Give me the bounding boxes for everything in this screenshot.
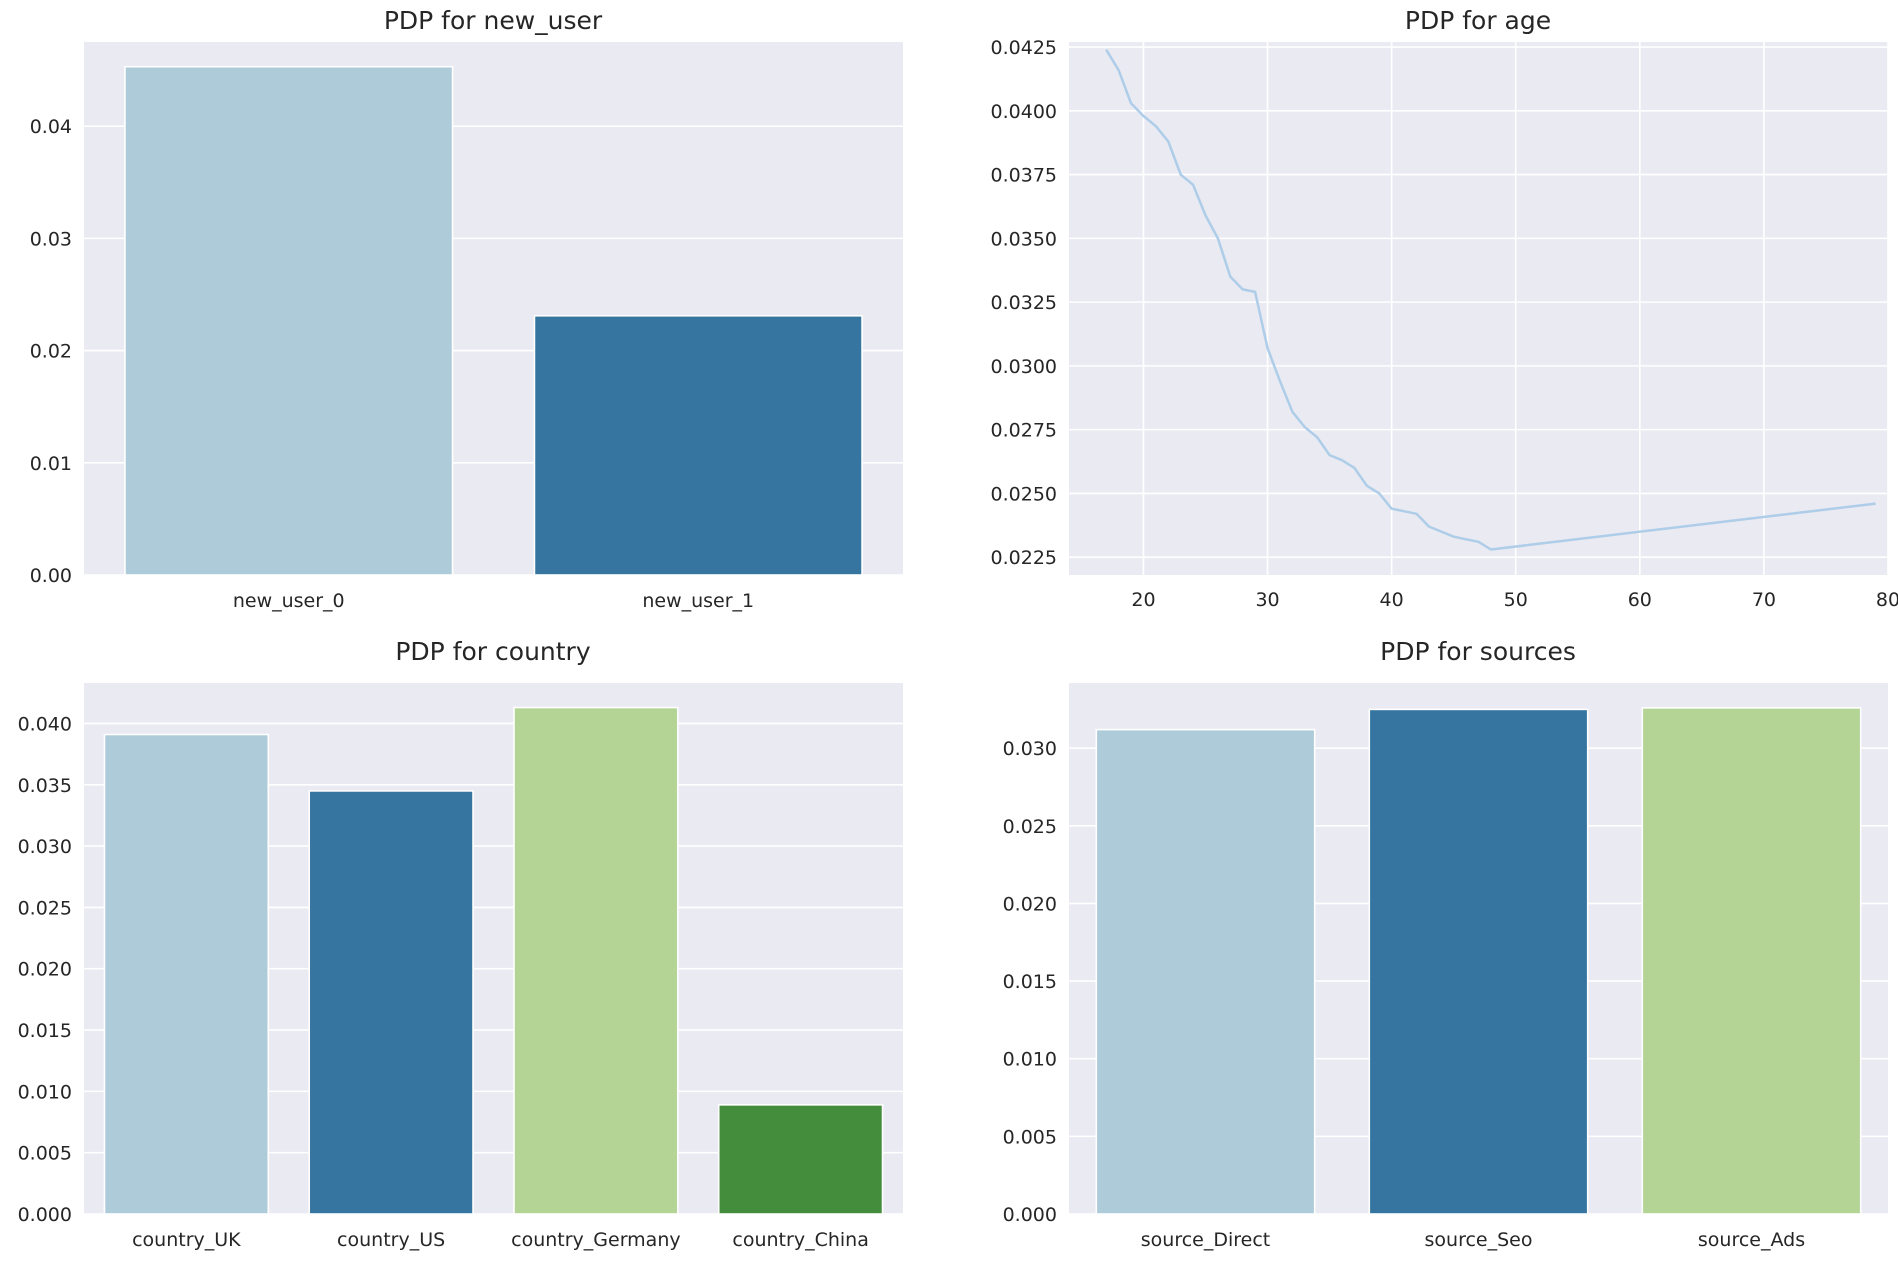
bar [1641,707,1862,1215]
y-tick-label: 0.0325 [991,292,1057,314]
y-tick-label: 0.04 [30,116,72,138]
y-tick-label: 0.0250 [991,483,1057,505]
x-tick-label: 50 [1504,589,1528,611]
x-tick-label: 20 [1131,589,1155,611]
x-tick-label: source_Seo [1425,1229,1533,1251]
x-tick-label: source_Ads [1698,1229,1805,1251]
y-tick-label: 0.040 [18,713,72,735]
x-tick-label: 30 [1255,589,1279,611]
x-tick-label: 60 [1628,589,1652,611]
y-tick-label: 0.030 [18,836,72,858]
y-tick-label: 0.025 [18,897,72,919]
chart-panel-country: PDP for country 0.000 0.005 0.010 0.015 0.02… [0,631,949,1262]
chart-title: PDP for new_user [384,6,603,35]
y-tick-label: 0.025 [1003,816,1057,838]
y-tick-label: 0.005 [18,1143,72,1165]
y-tick-label: 0.0400 [991,101,1057,123]
y-tick-label: 0.005 [1003,1126,1057,1148]
chart-panel-sources: PDP for sources 0.000 0.005 0.010 0.015 0.02… [949,631,1898,1262]
bar [513,706,679,1215]
plot-area [1069,42,1888,575]
y-tick-label: 0.010 [1003,1049,1057,1071]
chart-panel-age: PDP for age 0.0225 0.0250 0.0275 0.0300 0.03… [949,0,1898,631]
y-tick-label: 0.0350 [991,228,1057,250]
y-tick-label: 0.0300 [991,356,1057,378]
x-tick-label: country_US [337,1229,445,1251]
chart-new-user: PDP for new_user 0.00 0.01 0.02 0.03 0.04 new… [30,6,903,612]
bar [124,65,454,576]
y-tick-label: 0.015 [1003,971,1057,993]
y-tick-label: 0.000 [18,1204,72,1226]
x-tick-label: country_Germany [511,1229,681,1251]
bar [533,314,863,576]
y-tick-label: 0.020 [18,959,72,981]
bar [1095,728,1316,1215]
y-tick-label: 0.0375 [991,165,1057,187]
chart-age: PDP for age 0.0225 0.0250 0.0275 0.0300 0.03… [991,6,1898,611]
y-tick-label: 0.010 [18,1081,72,1103]
y-tick-label: 0.0425 [991,37,1057,59]
x-tick-label: new_user_0 [233,590,345,612]
y-tick-label: 0.0225 [991,547,1057,569]
x-tick-label: source_Direct [1141,1229,1270,1251]
chart-panel-new-user: PDP for new_user 0.00 0.01 0.02 0.03 0.04 new… [0,0,949,631]
x-tick-label: 70 [1752,589,1776,611]
x-tick-label: country_China [732,1229,868,1251]
x-tick-label: new_user_1 [642,590,754,612]
y-tick-label: 0.03 [30,228,72,250]
x-tick-label: 40 [1380,589,1404,611]
bar [1368,708,1589,1215]
x-tick-label: country_UK [132,1229,241,1251]
bar [308,790,474,1215]
chart-country: PDP for country 0.000 0.005 0.010 0.015 0.02… [18,637,903,1251]
y-tick-label: 0.035 [18,775,72,797]
chart-title: PDP for age [1405,6,1551,35]
y-tick-label: 0.020 [1003,893,1057,915]
x-tick-label: 80 [1876,589,1898,611]
bar [717,1104,884,1215]
y-tick-label: 0.000 [1003,1204,1057,1226]
y-tick-label: 0.030 [1003,738,1057,760]
chart-title: PDP for sources [1380,637,1576,666]
bar [103,733,270,1215]
chart-title: PDP for country [395,637,590,666]
series-line [1105,49,1876,551]
y-tick-label: 0.00 [30,565,72,587]
y-tick-label: 0.02 [30,341,72,363]
y-tick-label: 0.0275 [991,420,1057,442]
y-tick-label: 0.01 [30,453,72,475]
chart-sources: PDP for sources 0.000 0.005 0.010 0.015 0.02… [1003,637,1888,1251]
y-tick-label: 0.015 [18,1020,72,1042]
